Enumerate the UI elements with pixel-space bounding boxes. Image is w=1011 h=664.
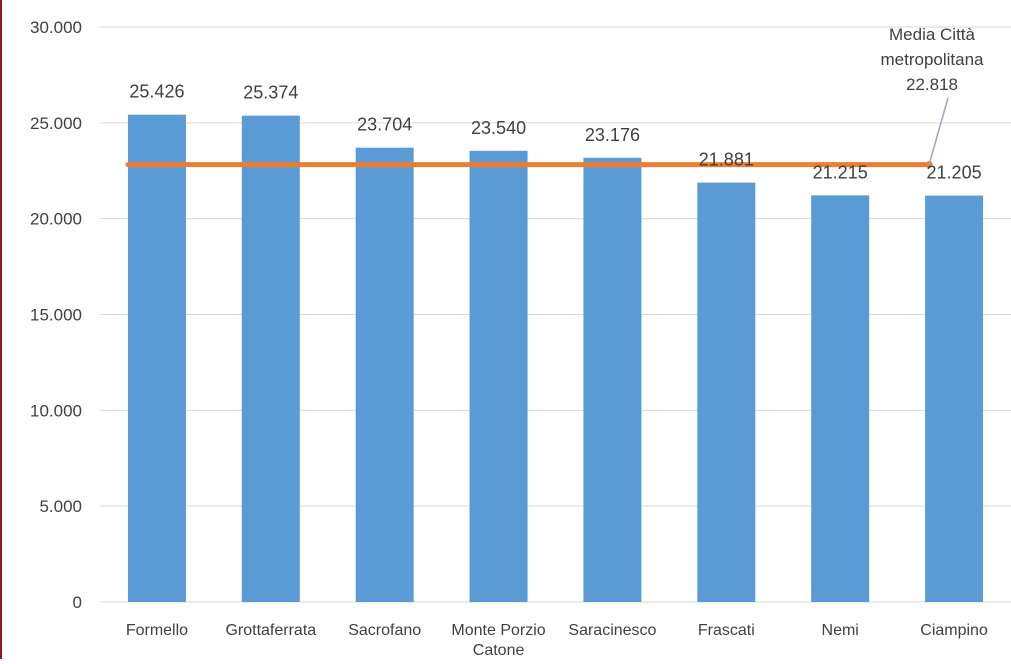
- data-label: 23.176: [585, 125, 640, 145]
- data-label: 21.215: [813, 162, 868, 182]
- data-label: 25.426: [129, 82, 184, 102]
- y-tick-label: 30.000: [30, 18, 82, 37]
- x-tick-label: Sacrofano: [348, 622, 421, 639]
- bar: [583, 157, 642, 602]
- callout-leader-line: [928, 97, 949, 165]
- bar: [241, 115, 300, 602]
- x-tick-label: Catone: [473, 642, 525, 659]
- y-axis-tick-labels: 0 5.000 10.000 15.000 20.000 25.000 30.000: [30, 18, 82, 612]
- y-tick-label: 25.000: [30, 114, 82, 133]
- bar: [925, 195, 984, 602]
- data-label: 21.881: [699, 150, 754, 170]
- x-tick-label: Monte Porzio: [451, 622, 545, 639]
- x-tick-label: Saracinesco: [568, 622, 656, 639]
- bar: [697, 182, 756, 602]
- bar: [469, 150, 528, 603]
- bar: [355, 147, 414, 602]
- y-tick-label: 5.000: [39, 497, 82, 516]
- x-tick-label: Grottaferrata: [225, 622, 316, 639]
- data-labels: 25.426 25.374 23.704 23.540 23.176 21.881 21.2…: [129, 82, 981, 183]
- x-tick-label: Formello: [126, 622, 188, 639]
- reference-line-callout: Media Città metropolitana 22.818: [880, 25, 984, 165]
- x-tick-label: Nemi: [822, 622, 859, 639]
- x-tick-label: Frascati: [698, 622, 755, 639]
- reference-line-label: Media Città: [889, 25, 976, 44]
- y-tick-label: 15.000: [30, 306, 82, 325]
- data-label: 23.704: [357, 115, 412, 135]
- reference-line-label: 22.818: [906, 75, 958, 94]
- reference-line-label: metropolitana: [880, 50, 984, 69]
- data-label: 25.374: [243, 83, 298, 103]
- y-tick-label: 0: [73, 593, 82, 612]
- y-tick-label: 10.000: [30, 401, 82, 420]
- data-label: 21.205: [927, 163, 982, 183]
- x-tick-label: Ciampino: [920, 622, 988, 639]
- bar: [127, 114, 186, 602]
- y-tick-label: 20.000: [30, 210, 82, 229]
- gridlines: [100, 26, 1011, 603]
- data-label: 23.540: [471, 118, 526, 138]
- bars: [127, 114, 984, 603]
- bar: [811, 195, 870, 603]
- x-axis-category-labels: Formello Grottaferrata Sacrofano Monte Porz…: [126, 622, 988, 659]
